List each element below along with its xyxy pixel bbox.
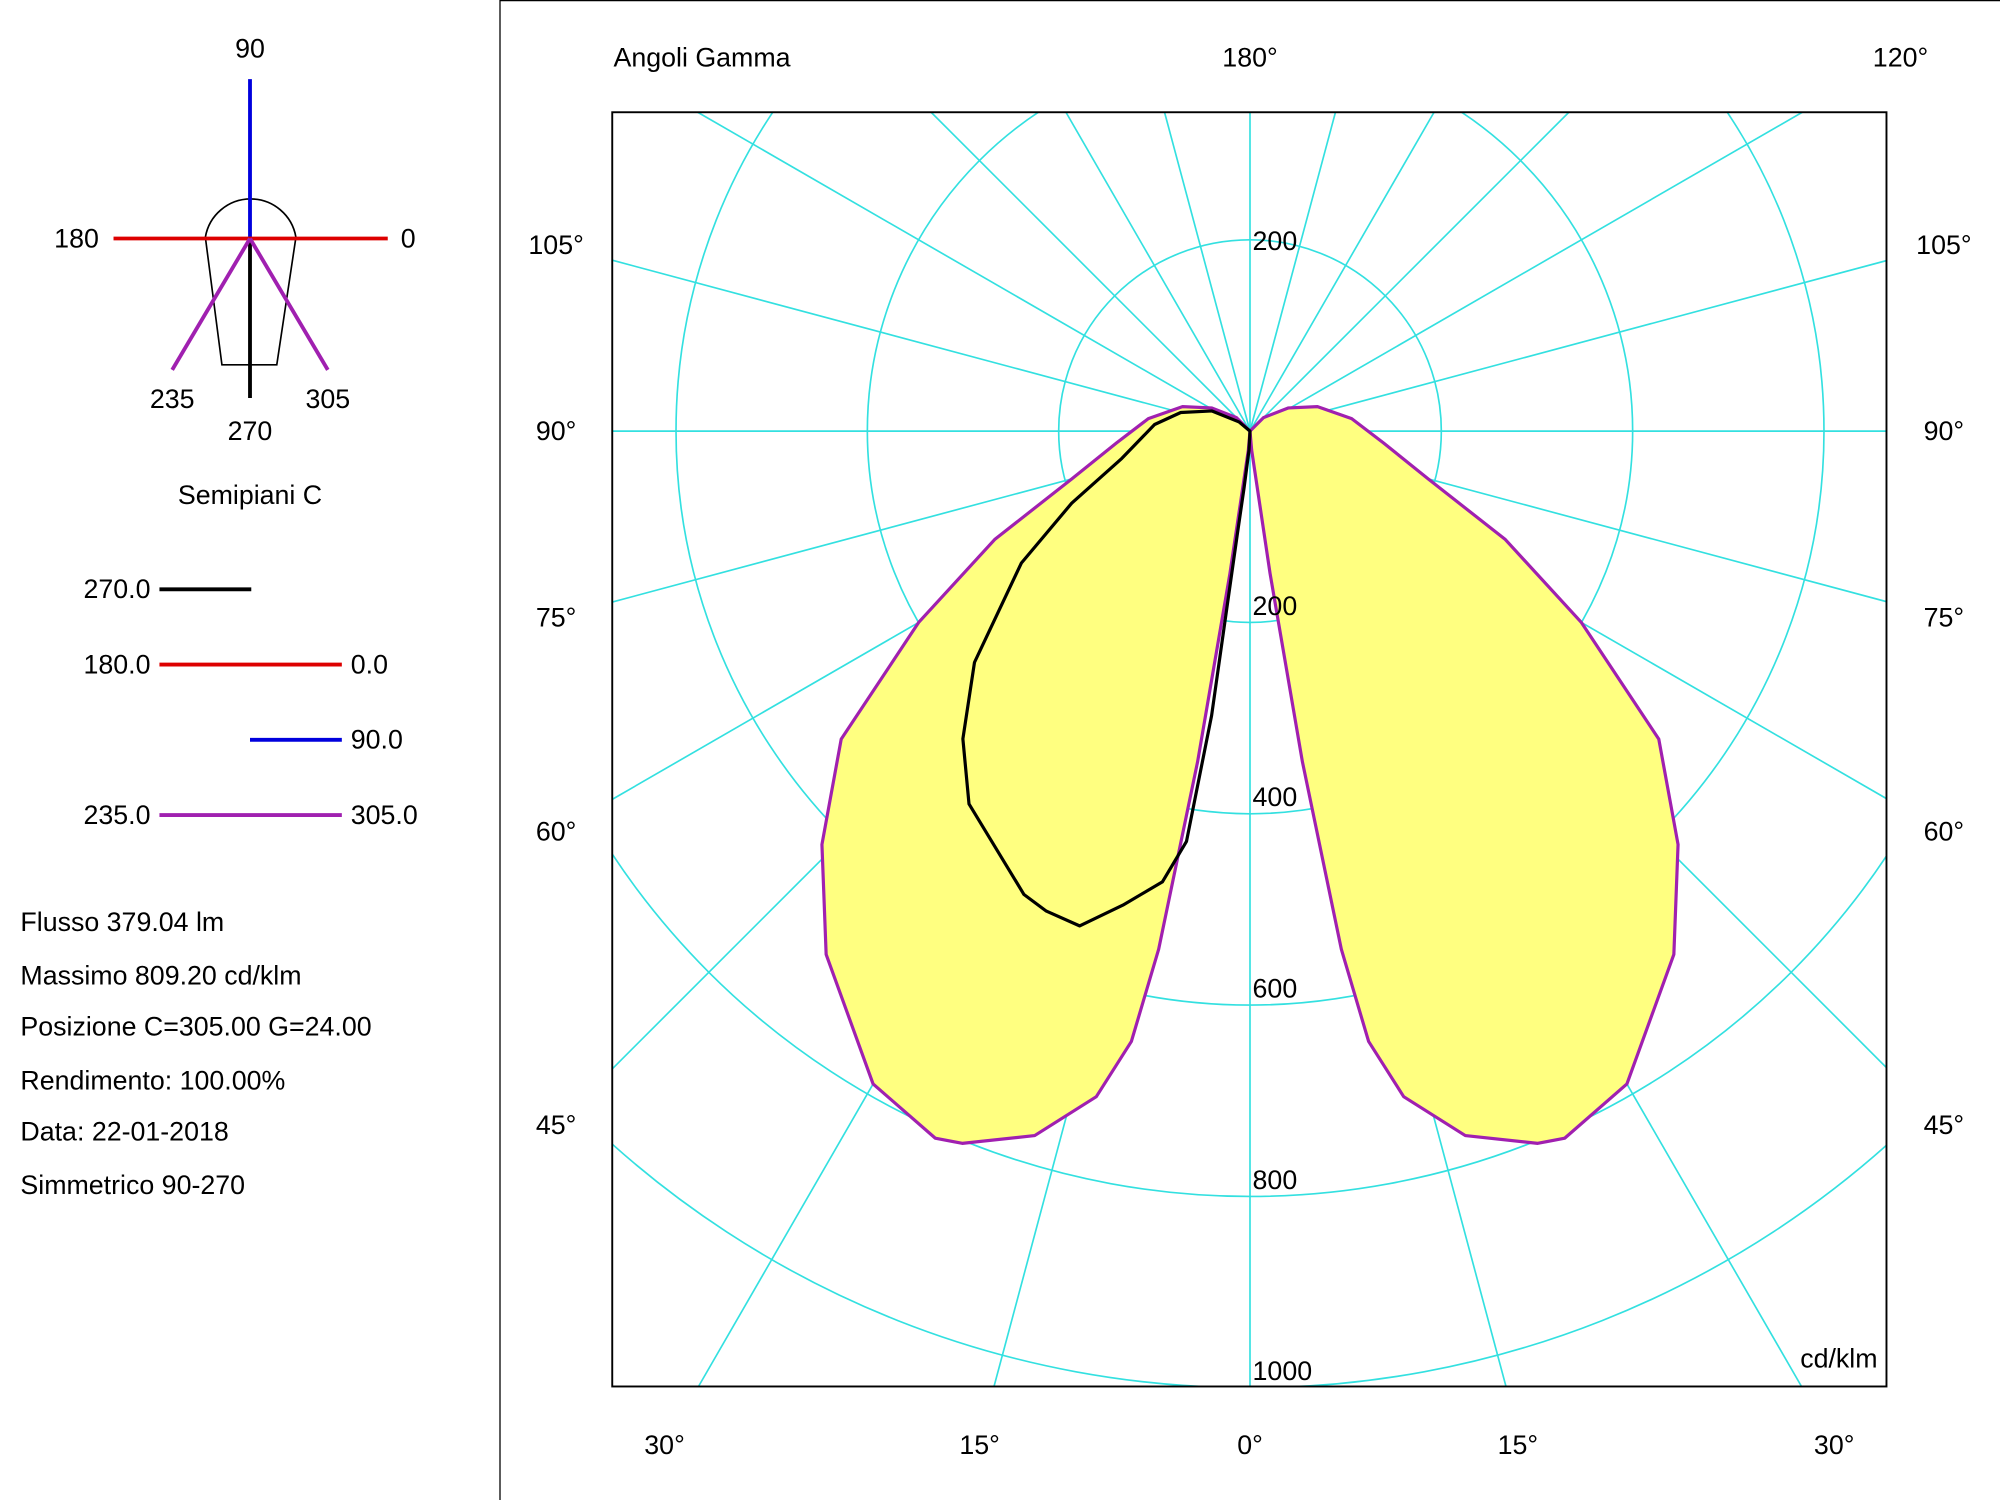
compass-label-235: 235	[150, 384, 195, 414]
radial-tick-labels: 200 200 400 600 800 1000	[1253, 226, 1313, 1386]
radial-label: 1000	[1253, 1356, 1313, 1386]
angle-label-left: 105°	[528, 230, 583, 260]
info-symmetry: Simmetrico 90-270	[20, 1170, 245, 1200]
angle-label-right: 105°	[1916, 230, 1971, 260]
angle-label-right: 90°	[1924, 416, 1964, 446]
intensity-curves	[820, 405, 1680, 1145]
angle-label-right: 45°	[1924, 1110, 1964, 1140]
c-planes-compass: 90 180 0 235 305 270	[54, 33, 415, 446]
grid-ray	[697, 112, 1251, 432]
radial-label: 600	[1253, 973, 1298, 1003]
legend: 270.0 180.0 0.0 90.0 235.0 305.0	[84, 574, 418, 830]
angle-label-left: 90°	[536, 416, 576, 446]
info-position: Posizione C=305.00 G=24.00	[20, 1012, 371, 1042]
grid-ray	[1065, 112, 1251, 432]
polar-grid	[612, 112, 1887, 1387]
grid-ray	[1249, 112, 1337, 432]
legend-left-label: 180.0	[84, 649, 151, 679]
angle-label-right: 60°	[1924, 817, 1964, 847]
angle-label-bottom: 15°	[959, 1430, 999, 1460]
legend-title: Semipiani C	[178, 480, 322, 510]
grid-ray	[1249, 112, 1435, 432]
angle-label-left: 75°	[536, 602, 576, 632]
curve-235-0-305-0	[820, 405, 1252, 1145]
luminaire-outline	[204, 198, 297, 366]
radial-label: 400	[1253, 782, 1298, 812]
grid-ray	[1249, 112, 1803, 432]
angle-label-left: 60°	[536, 817, 576, 847]
c235-line	[170, 237, 252, 371]
curve-270-0	[961, 409, 1252, 928]
compass-label-0: 0	[401, 223, 416, 253]
angle-label-top: 180°	[1222, 42, 1277, 72]
grid-ray	[1249, 112, 1570, 432]
compass-label-90: 90	[235, 33, 265, 63]
legend-right-label: 0.0	[351, 649, 388, 679]
curve-235-0-305-0	[1248, 405, 1680, 1145]
angle-label-bottom: 30°	[1814, 1430, 1854, 1460]
plot-frame	[611, 111, 1888, 1388]
info-date: Data: 22-01-2018	[20, 1116, 228, 1146]
legend-right-label: 90.0	[351, 725, 403, 755]
grid-circle	[612, 852, 1887, 1198]
grid-ray	[1163, 112, 1251, 432]
grid-ray	[612, 259, 1251, 432]
legend-left-label: 235.0	[84, 800, 151, 830]
grid-ray	[1249, 259, 1887, 432]
legend-left-label: 270.0	[84, 574, 151, 604]
angle-label-top-right: 120°	[1873, 42, 1928, 72]
chart-title: Angoli Gamma	[614, 42, 791, 72]
compass-label-180: 180	[54, 223, 99, 253]
radial-label-top: 200	[1253, 226, 1298, 256]
angle-label-bottom: 15°	[1498, 1430, 1538, 1460]
info-max: Massimo 809.20 cd/klm	[20, 961, 301, 991]
legend-right-label: 305.0	[351, 800, 418, 830]
angle-label-left: 45°	[536, 1110, 576, 1140]
unit-label: cd/klm	[1800, 1343, 1877, 1373]
info-flux: Flusso 379.04 lm	[20, 907, 224, 937]
legend-entry: 180.0 0.0	[84, 649, 388, 679]
legend-entry: 235.0 305.0	[84, 800, 418, 830]
angle-labels: 180° 120° 105° 90° 75° 60° 45° 105° 90° 75° 60° 45°…	[528, 42, 1971, 1460]
info-efficiency: Rendimento: 100.00%	[20, 1065, 285, 1095]
angle-label-right: 75°	[1924, 602, 1964, 632]
legend-entry: 90.0	[250, 725, 403, 755]
c305-line	[248, 237, 330, 371]
angle-label-bottom: 30°	[644, 1430, 684, 1460]
angle-label-bottom: 0°	[1237, 1430, 1263, 1460]
info-block: Flusso 379.04 lm Massimo 809.20 cd/klm P…	[20, 907, 371, 1200]
radial-label: 200	[1253, 591, 1298, 621]
grid-ray	[930, 112, 1251, 432]
legend-entry: 270.0	[84, 574, 252, 604]
compass-label-270: 270	[228, 416, 273, 446]
compass-label-305: 305	[305, 384, 350, 414]
radial-label: 800	[1253, 1165, 1298, 1195]
